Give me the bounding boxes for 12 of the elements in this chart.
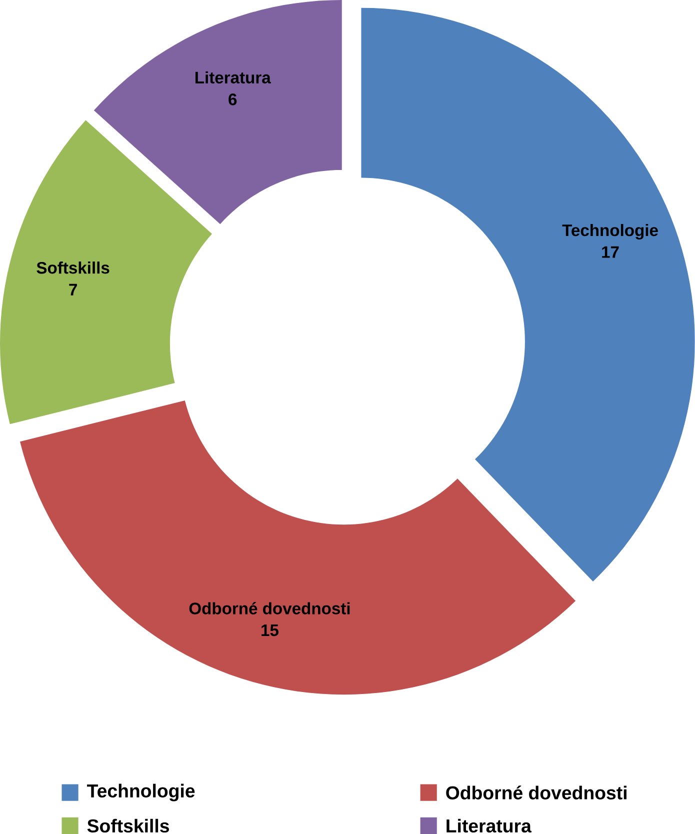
legend-label: Literatura (446, 818, 532, 833)
slice-label: Softskills (36, 262, 110, 274)
legend-label: Softskills (87, 818, 170, 833)
data-label: 7 (69, 284, 77, 296)
data-label: 17 (602, 246, 619, 258)
legend-label: Odborné dovednosti (446, 786, 627, 800)
data-label: 15 (262, 624, 279, 636)
slice-label: Odborné dovednosti (189, 602, 350, 614)
legend-label: Technologie (87, 784, 195, 802)
slice-label: Technologie (562, 224, 658, 240)
data-label: 6 (228, 94, 237, 106)
slice-label: Literatura (196, 71, 271, 84)
